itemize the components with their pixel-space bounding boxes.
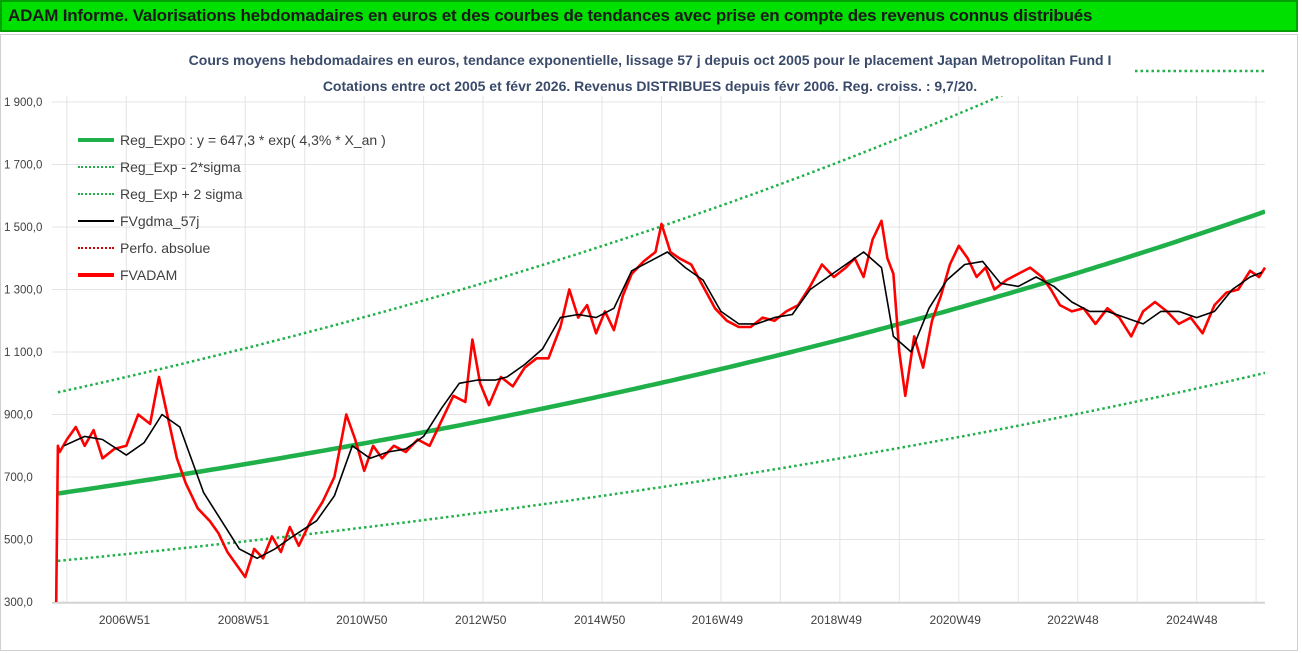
x-tick-label: 2010W50 [336, 613, 388, 627]
legend-item: FVADAM [78, 261, 386, 288]
chart-title-line1: Cours moyens hebdomadaires en euros, ten… [188, 52, 1112, 68]
x-tick-label: 2024W48 [1166, 613, 1218, 627]
chart-frame [0, 34, 1298, 651]
y-tick-label: 1 900,0 [4, 97, 42, 109]
x-tick-label: 2018W49 [811, 613, 863, 627]
series-fvgdma-57j [63, 251, 1263, 560]
x-tick-label: 2014W50 [574, 613, 626, 627]
x-tick-label: 2006W51 [99, 613, 151, 627]
x-tick-label: 2020W49 [930, 613, 982, 627]
legend-label: Reg_Expo : y = 647,3 * exp( 4,3% * X_an … [120, 131, 386, 148]
legend-swatch [78, 219, 114, 222]
legend-label: FVgdma_57j [120, 212, 200, 229]
chart-title-line2: Cotations entre oct 2005 et févr 2026. R… [322, 78, 978, 94]
legend-label: FVADAM [120, 266, 178, 283]
x-tick-label: 2008W51 [218, 613, 270, 627]
y-tick-label: 300,0 [4, 597, 33, 609]
legend-swatch [78, 192, 114, 195]
series-reg-expo [57, 209, 1265, 496]
y-tick-label: 900,0 [4, 410, 33, 422]
y-tick-label: 1 100,0 [4, 347, 42, 359]
x-tick-label: 2016W49 [692, 613, 744, 627]
legend-label: Reg_Exp + 2 sigma [120, 185, 243, 202]
legend-swatch [78, 165, 114, 168]
x-tick-label: 2022W48 [1047, 613, 1099, 627]
legend-item: Reg_Exp + 2 sigma [78, 180, 386, 207]
y-tick-label: 1 500,0 [4, 222, 42, 234]
y-tick-label: 1 700,0 [4, 160, 42, 172]
chart-legend: Reg_Expo : y = 647,3 * exp( 4,3% * X_an … [78, 126, 386, 288]
legend-swatch [78, 272, 114, 277]
legend-swatch [78, 246, 114, 249]
legend-item: Perfo. absolue [78, 234, 386, 261]
legend-item: Reg_Expo : y = 647,3 * exp( 4,3% * X_an … [78, 126, 386, 153]
legend-item: FVgdma_57j [78, 207, 386, 234]
x-tick-label: 2012W50 [455, 613, 507, 627]
legend-swatch [78, 137, 114, 142]
legend-item: Reg_Exp - 2*sigma [78, 153, 386, 180]
series-fvadam [54, 219, 1267, 603]
header-bar: ADAM Informe. Valorisations hebdomadaire… [0, 0, 1298, 32]
y-tick-label: 700,0 [4, 472, 33, 484]
report-title: ADAM Informe. Valorisations hebdomadaire… [8, 6, 1093, 25]
y-tick-label: 500,0 [4, 535, 33, 547]
y-tick-label: 1 300,0 [4, 285, 42, 297]
legend-label: Perfo. absolue [120, 239, 211, 256]
legend-label: Reg_Exp - 2*sigma [120, 158, 241, 175]
